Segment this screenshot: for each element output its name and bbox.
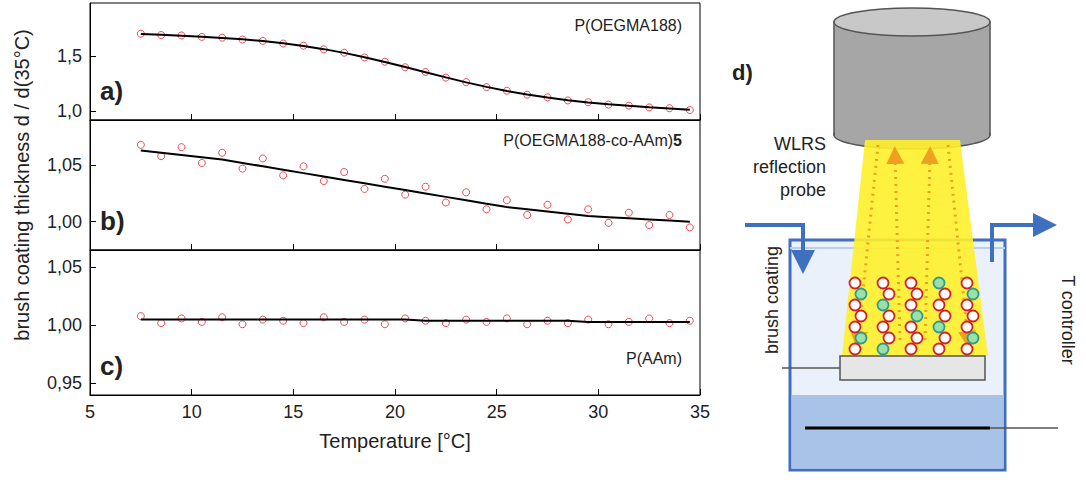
svg-text:10: 10 [182, 402, 202, 422]
svg-text:b): b) [100, 206, 125, 236]
svg-text:P(OEGMA188): P(OEGMA188) [574, 17, 682, 34]
svg-text:5: 5 [85, 402, 95, 422]
svg-text:WLRS: WLRS [774, 134, 826, 154]
svg-text:a): a) [100, 76, 123, 106]
svg-text:P(AAm): P(AAm) [626, 350, 682, 367]
svg-text:1,0: 1,0 [57, 101, 82, 121]
svg-text:25: 25 [487, 402, 507, 422]
svg-text:T controller: T controller [1058, 275, 1078, 365]
svg-text:c): c) [100, 351, 123, 381]
svg-text:Temperature [°C]: Temperature [°C] [319, 430, 470, 452]
svg-text:30: 30 [588, 402, 608, 422]
svg-text:brush coating thickness d / d(: brush coating thickness d / d(35°C) [11, 29, 33, 340]
svg-text:35: 35 [690, 402, 710, 422]
svg-text:d): d) [732, 60, 753, 85]
svg-text:15: 15 [283, 402, 303, 422]
svg-text:brush coating: brush coating [762, 246, 782, 354]
svg-text:1,05: 1,05 [47, 155, 82, 175]
svg-text:reflection: reflection [753, 157, 826, 177]
svg-text:5: 5 [673, 132, 682, 149]
svg-text:20: 20 [385, 402, 405, 422]
svg-text:1,5: 1,5 [57, 46, 82, 66]
svg-text:probe: probe [780, 180, 826, 200]
svg-text:1,00: 1,00 [47, 315, 82, 335]
svg-text:1,05: 1,05 [47, 257, 82, 277]
svg-text:P(OEGMA188-co-AAm): P(OEGMA188-co-AAm) [503, 132, 673, 149]
svg-text:1,00: 1,00 [47, 212, 82, 232]
svg-text:0,95: 0,95 [47, 373, 82, 393]
